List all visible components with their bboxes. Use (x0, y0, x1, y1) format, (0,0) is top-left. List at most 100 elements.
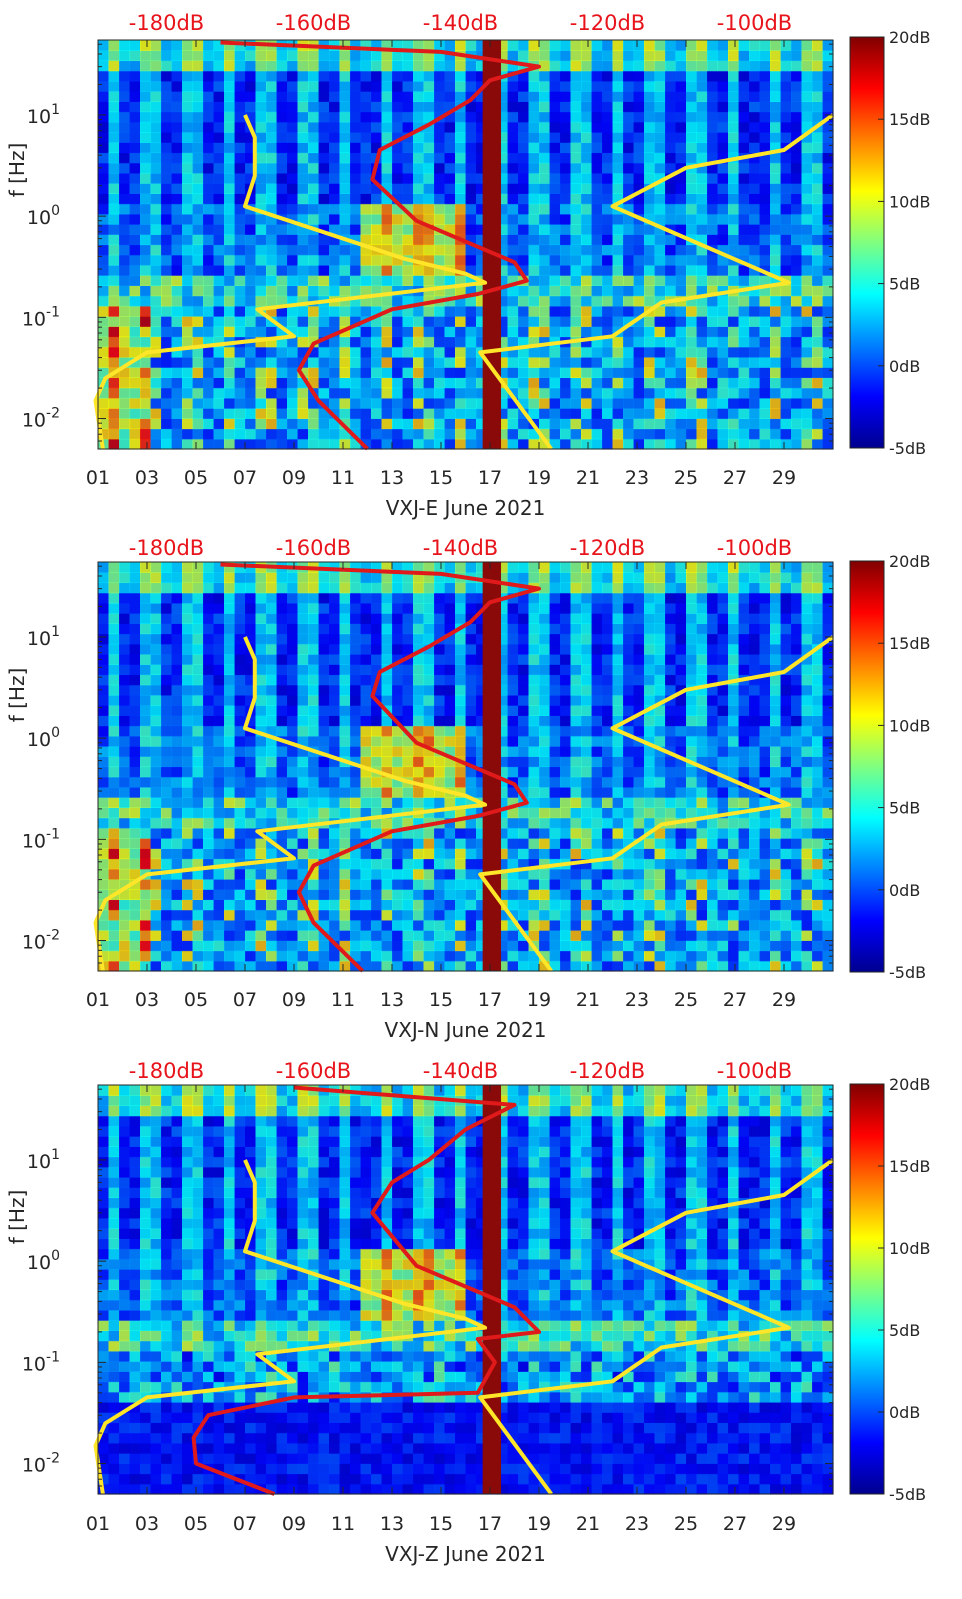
spectrogram-cell (791, 213, 803, 225)
spectrogram-cell (602, 919, 614, 931)
spectrogram-cell (444, 387, 456, 399)
spectrogram-cell (255, 367, 267, 379)
spectrogram-cell (297, 121, 309, 133)
spectrogram-cell (98, 776, 110, 788)
spectrogram-cell (665, 193, 677, 205)
spectrogram-cell (444, 254, 456, 266)
spectrogram-cell (623, 111, 635, 123)
spectrogram-cell (665, 336, 677, 348)
spectrogram-cell (234, 562, 246, 573)
spectrogram-cell (297, 80, 309, 92)
spectrogram-cell (203, 254, 215, 266)
spectrogram-cell (171, 50, 183, 62)
spectrogram-cell (360, 950, 372, 962)
spectrogram-cell (276, 746, 288, 757)
spectrogram-cell (224, 562, 236, 573)
spectrogram-cell (434, 80, 446, 92)
spectrogram-cell (780, 132, 792, 143)
spectrogram-cell (518, 326, 530, 338)
spectrogram-cell (266, 336, 278, 348)
spectrogram-cell (371, 613, 383, 624)
spectrogram-cell (581, 705, 593, 716)
spectrogram-cell (560, 70, 572, 82)
spectrogram-cell (150, 111, 162, 123)
spectrogram-cell (560, 960, 572, 972)
spectrogram-cell (539, 602, 551, 614)
spectrogram-cell (581, 275, 593, 286)
spectrogram-cell (507, 377, 519, 389)
spectrogram-cell (444, 582, 456, 594)
spectrogram-cell (686, 40, 698, 51)
spectrogram-cell (581, 889, 593, 901)
spectrogram-cell (119, 909, 131, 921)
spectrogram-cell (612, 305, 624, 317)
spectrogram-cell (665, 142, 677, 154)
spectrogram-cell (812, 132, 824, 143)
spectrogram-cell (738, 224, 750, 235)
spectrogram-cell (476, 807, 488, 819)
spectrogram-cell (801, 275, 813, 286)
spectrogram-cell (423, 234, 435, 246)
spectrogram-cell (759, 377, 771, 389)
spectrogram-cell (392, 254, 404, 266)
spectrogram-cell (287, 244, 299, 256)
spectrogram-cell (203, 868, 215, 880)
spectrogram-cell (150, 684, 162, 696)
spectrogram-cell (707, 101, 719, 113)
spectrogram-cell (297, 694, 309, 706)
spectrogram-cell (444, 152, 456, 164)
spectrogram-cell (539, 715, 551, 727)
spectrogram-cell (182, 572, 194, 584)
spectrogram-cell (329, 101, 341, 113)
spectrogram-cell (171, 183, 183, 194)
spectrogram-cell (360, 397, 372, 409)
spectrogram-cell (287, 142, 299, 154)
spectrogram-cell (192, 715, 204, 727)
spectrogram-cell (339, 797, 351, 808)
spectrogram-cell (549, 602, 561, 614)
spectrogram-cell (140, 101, 152, 113)
spectrogram-cell (423, 858, 435, 870)
spectrogram-cell (318, 275, 330, 286)
spectrogram-cell (591, 684, 603, 696)
spectrogram-cell (539, 623, 551, 635)
spectrogram-cell (192, 878, 204, 890)
spectrogram-cell (234, 909, 246, 921)
spectrogram-cell (455, 162, 467, 174)
spectrogram-cell (455, 807, 467, 819)
spectrogram-cell (560, 438, 572, 450)
spectrogram-cell (150, 817, 162, 829)
spectrogram-cell (255, 582, 267, 594)
spectrogram-cell (528, 827, 540, 839)
spectrogram-cell (812, 326, 824, 338)
spectrogram-cell (98, 336, 110, 348)
spectrogram-cell (213, 766, 225, 778)
spectrogram-cell (423, 827, 435, 839)
spectrogram-cell (444, 101, 456, 113)
spectrogram-cell (308, 111, 320, 123)
spectrogram-cell (455, 858, 467, 870)
spectrogram-cell (539, 705, 551, 716)
spectrogram-cell (192, 111, 204, 123)
spectrogram-cell (717, 172, 729, 184)
spectrogram-cell (350, 193, 362, 205)
spectrogram-cell (434, 346, 446, 358)
spectrogram-cell (623, 848, 635, 860)
spectrogram-cell (644, 193, 656, 205)
spectrogram-cell (98, 244, 110, 256)
spectrogram-cell (276, 878, 288, 890)
spectrogram-cell (549, 807, 561, 819)
spectrogram-cell (623, 868, 635, 880)
spectrogram-cell (98, 326, 110, 338)
spectrogram-cell (770, 275, 782, 286)
spectrogram-cell (812, 101, 824, 113)
spectrogram-cell (644, 142, 656, 154)
spectrogram-cell (119, 592, 131, 604)
spectrogram-cell (171, 940, 183, 952)
spectrogram-cell (161, 183, 173, 194)
spectrogram-cell (602, 40, 614, 51)
spectrogram-cell (318, 234, 330, 246)
spectrogram-cell (455, 746, 467, 757)
spectrogram-cell (444, 838, 456, 849)
spectrogram-cell (119, 654, 131, 665)
